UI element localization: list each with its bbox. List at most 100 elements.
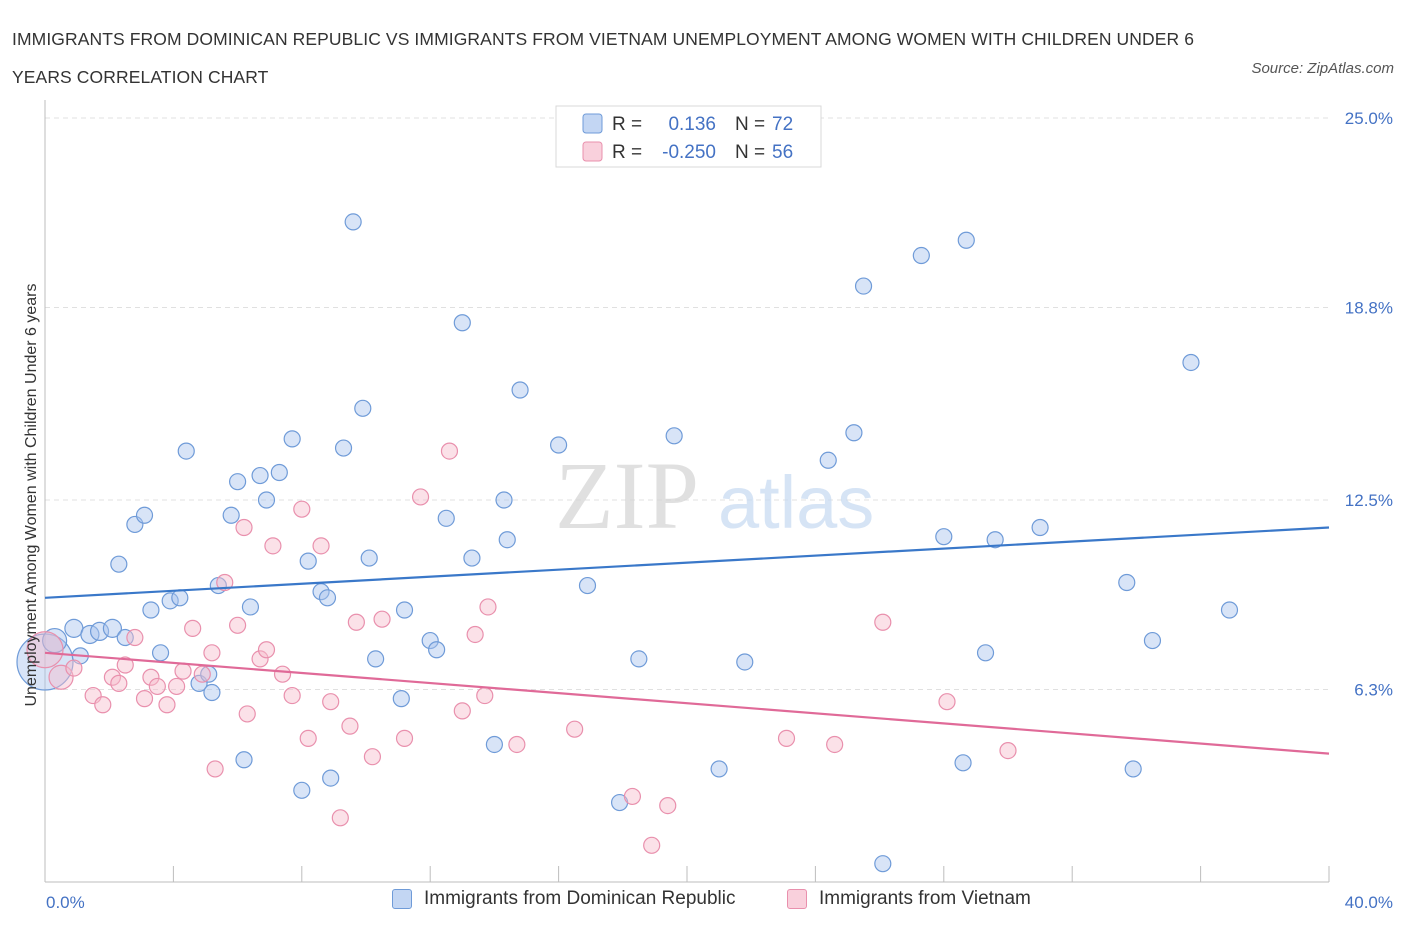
dominican-point-44: [463, 549, 481, 567]
vietnam-point-15: [184, 619, 202, 637]
legend-swatch-vietnam-bottom: [787, 889, 807, 909]
vietnam-point-11: [148, 677, 166, 696]
dominican-point-69: [1143, 631, 1162, 650]
dominican-point-29: [299, 552, 317, 570]
dominican-point-2: [64, 618, 84, 638]
vietnam-point-50: [826, 735, 844, 754]
dominican-point-53: [665, 427, 683, 445]
vietnam-point-40: [453, 702, 471, 720]
vietnam-point-13: [168, 677, 186, 696]
dominican-point-20: [222, 506, 240, 524]
dominican-point-47: [498, 531, 516, 549]
x-tick-label-1: 40.0%: [1345, 893, 1393, 912]
vietnam-point-43: [479, 598, 497, 616]
dominican-point-61: [935, 528, 953, 546]
dominican-point-64: [976, 644, 995, 662]
axes: [44, 100, 1330, 883]
legend-r-value-1: 0.136: [668, 114, 716, 135]
dominican-point-68: [1124, 760, 1142, 778]
legend-r-label-1: R =: [612, 114, 642, 135]
legend-swatch-dominican: [582, 113, 603, 134]
vietnam-point-51: [874, 613, 892, 631]
dominican-point-63: [957, 231, 975, 249]
x-tick-label-0: 0.0%: [46, 893, 85, 912]
vietnam-point-28: [293, 500, 311, 518]
legend-item-dominican: Immigrants from Dominican Republic: [392, 888, 736, 910]
dominican-point-54: [710, 760, 728, 778]
legend-r-value-2: -0.250: [662, 142, 716, 163]
legend-item-vietnam: Immigrants from Vietnam: [787, 888, 1031, 910]
dominican-point-28: [293, 781, 311, 799]
vietnam-point-25: [264, 537, 282, 555]
vietnam-point-10: [142, 668, 160, 686]
vietnam-point-42: [476, 686, 494, 705]
dominican-point-13: [161, 592, 179, 610]
dominican-point-60: [912, 246, 930, 265]
vietnam-point-17: [203, 644, 221, 662]
dominican-point-12: [151, 644, 170, 662]
vietnam-point-20: [229, 616, 247, 634]
vietnam-point-21: [235, 518, 253, 537]
dominican-point-7: [110, 555, 128, 573]
dominican-point-40: [421, 631, 439, 650]
vietnam-point-8: [126, 628, 144, 647]
dominican-point-27: [283, 430, 301, 448]
dominican-point-31: [318, 589, 337, 607]
legend-n-value-2: 56: [772, 142, 793, 163]
dominican-point-52: [630, 650, 648, 668]
vietnam-point-36: [373, 610, 391, 628]
vietnam-point-41: [466, 625, 484, 644]
legend-swatch-vietnam: [582, 141, 603, 162]
dominican-point-32: [322, 769, 340, 787]
dominican-point-65: [986, 531, 1004, 549]
dominican-point-67: [1118, 573, 1136, 592]
vietnam-point-38: [411, 488, 430, 506]
dominican-point-49: [549, 436, 568, 454]
dominican-point-46: [495, 491, 513, 509]
correlation-legend: R = 0.136 N = 72 R = -0.250 N = 56: [555, 105, 822, 168]
vietnam-point-6: [110, 674, 128, 692]
vietnam-point-26: [273, 665, 292, 683]
dominican-point-42: [437, 509, 455, 527]
vietnam-point-37: [395, 729, 414, 747]
vietnam-point-14: [174, 662, 192, 680]
legend-label-dominican: Immigrants from Dominican Republic: [424, 888, 736, 909]
y-tick-labels: 6.3% 12.5% 18.8% 25.0%: [1345, 109, 1393, 699]
vietnam-point-4: [94, 696, 112, 714]
legend-r-label-2: R =: [612, 142, 642, 163]
vietnam-point-18: [206, 760, 224, 778]
vietnam-point-27: [283, 686, 301, 705]
dominican-point-21: [229, 473, 247, 491]
chart-source: Source: ZipAtlas.com: [1251, 60, 1394, 77]
vietnam-point-9: [135, 690, 154, 708]
dominican-point-70: [1182, 353, 1200, 372]
dominican-point-15: [177, 442, 195, 460]
vietnam-point-33: [341, 717, 359, 735]
dominican-point-58: [854, 277, 873, 295]
legend-n-value-1: 72: [772, 114, 793, 135]
dominican-trend-line: [44, 526, 1330, 599]
dominican-point-71: [1220, 601, 1239, 619]
dominican-point-50: [578, 576, 597, 595]
grid-lines: [45, 117, 1329, 690]
chart-title: IMMIGRANTS FROM DOMINICAN REPUBLIC VS IM…: [12, 29, 1195, 87]
dominican-point-8: [116, 628, 134, 647]
vietnam-point-32: [331, 809, 349, 827]
dominican-point-24: [251, 466, 269, 485]
vietnam-point-49: [777, 729, 796, 747]
y-axis-label: Unemployment Among Women with Children U…: [23, 283, 40, 706]
y-tick-label-0: 6.3%: [1354, 680, 1393, 699]
vietnam-point-45: [566, 720, 584, 738]
dominican-point-57: [845, 424, 863, 442]
legend-label-vietnam: Immigrants from Vietnam: [819, 888, 1031, 909]
dominican-point-55: [736, 653, 754, 671]
dominican-point-39: [395, 601, 414, 619]
vietnam-trend-line: [44, 651, 1330, 755]
vietnam-point-12: [158, 696, 176, 714]
dominican-point-23: [241, 598, 260, 616]
vietnam-point-31: [322, 693, 340, 711]
dominican-point-26: [270, 463, 288, 482]
vietnam-point-23: [251, 650, 269, 668]
vietnam-point-52: [938, 693, 956, 711]
